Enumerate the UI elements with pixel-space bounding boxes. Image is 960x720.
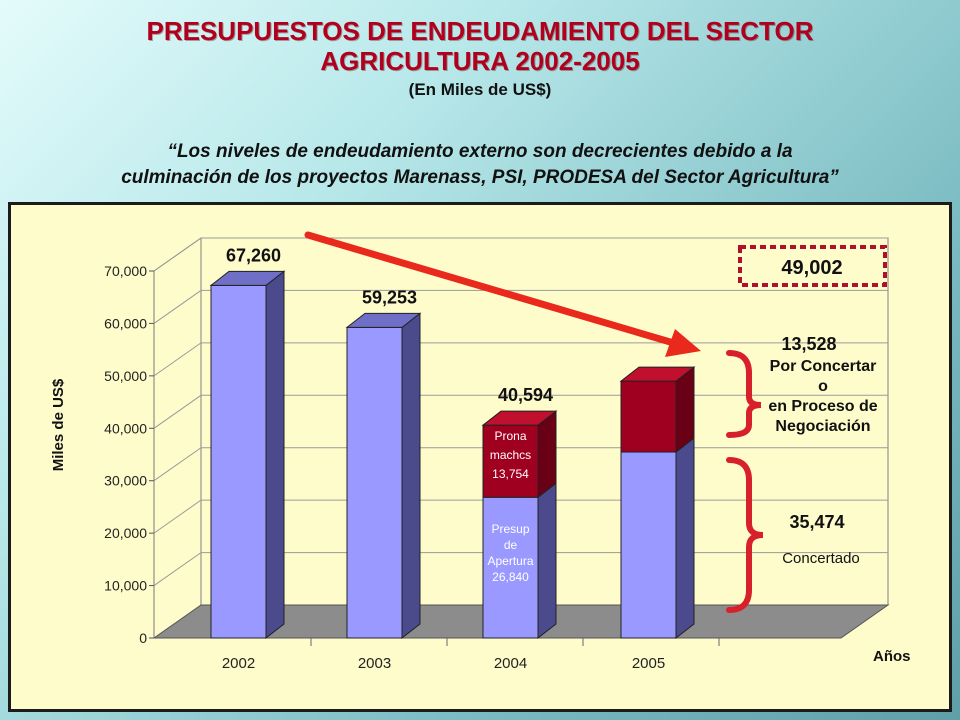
gridline	[153, 289, 888, 324]
por-concertar-value: 13,528	[781, 334, 836, 354]
y-tick-label: 10,000	[104, 578, 147, 594]
brace-concertado	[726, 457, 764, 613]
seg-2004-top-label: 13,754	[492, 467, 529, 481]
seg-2004-top-label: Prona	[494, 429, 526, 443]
y-tick-label: 30,000	[104, 473, 147, 489]
x-tick-label-2004: 2004	[494, 655, 527, 672]
seg-2004-bottom-label: Presup	[491, 522, 529, 536]
seg-2004-bottom-label: 26,840	[492, 570, 529, 584]
bar-2002-segment-1	[210, 284, 267, 639]
trend-arrow-head	[665, 329, 701, 357]
seg-2004-top-label: machcs	[490, 448, 531, 462]
y-tick-label: 0	[139, 630, 147, 646]
slide-title-line1: PRESUPUESTOS DE ENDEUDAMIENTO DEL SECTOR	[146, 16, 814, 46]
quote-line2: culminación de los proyectos Marenass, P…	[121, 167, 839, 188]
x-tick-label-2003: 2003	[358, 655, 391, 672]
bar-2004-top	[481, 410, 558, 426]
y-tick-label: 50,000	[104, 368, 147, 384]
y-tick-label: 70,000	[104, 263, 147, 279]
slide-subtitle: (En Miles de US$)	[408, 80, 552, 99]
bar-2005-side-1	[675, 436, 695, 640]
y-tick-label: 20,000	[104, 525, 147, 541]
gridline	[153, 342, 888, 377]
x-tick-label-2005: 2005	[632, 655, 665, 672]
bar-2004-segment-1	[482, 496, 539, 639]
gridline	[153, 237, 888, 272]
brace-por-concertar	[726, 350, 762, 438]
x-axis-label: Años	[873, 648, 911, 665]
trend-arrow-shaft	[304, 231, 681, 348]
bar-2003-segment-1	[346, 326, 403, 639]
por-concertar-label: Negociación	[775, 418, 870, 435]
concertado-value: 35,474	[789, 512, 844, 532]
por-concertar-label: o	[818, 378, 828, 395]
bar-2005-top	[619, 366, 696, 382]
total-label-2002: 67,260	[226, 245, 281, 265]
y-tick-label: 40,000	[104, 420, 147, 436]
quote-line1: “Los niveles de endeudamiento externo so…	[167, 141, 793, 162]
total-label-2003: 59,253	[362, 287, 417, 307]
bar-2004-side-1	[537, 482, 557, 640]
seg-2004-bottom-label: de	[504, 538, 518, 552]
seg-2004-bottom-label: Apertura	[487, 554, 533, 568]
por-concertar-label: en Proceso de	[768, 398, 877, 415]
x-tick-label-2002: 2002	[222, 655, 255, 672]
total-2005-box	[738, 245, 887, 287]
slide-title-line2: AGRICULTURA 2002-2005	[320, 46, 640, 76]
chart-panel: 0 10,000 20,000 30,000 40,000 50,000 60,000 70,…	[8, 202, 952, 712]
total-label-2005: 49,002	[781, 257, 842, 279]
bar-2005-segment-2	[620, 380, 677, 453]
total-label-2004: 40,594	[498, 385, 553, 405]
bar-2003-top	[345, 312, 422, 328]
bar-2002-top	[209, 270, 286, 286]
bar-2004-side-2	[537, 410, 557, 499]
y-axis-label: Miles de US$	[50, 378, 67, 471]
bar-2002-side-1	[265, 270, 285, 640]
bar-2003-side-1	[401, 312, 421, 640]
bar-chart: 0 10,000 20,000 30,000 40,000 50,000 60,000 70,…	[50, 231, 911, 672]
bar-2005-segment-1	[620, 451, 677, 639]
por-concertar-label: Por Concertar	[770, 358, 877, 375]
bar-2005-side-2	[675, 366, 695, 454]
bar-2004-segment-2	[482, 424, 539, 498]
y-tick-label: 60,000	[104, 315, 147, 331]
concertado-label: Concertado	[782, 550, 860, 567]
